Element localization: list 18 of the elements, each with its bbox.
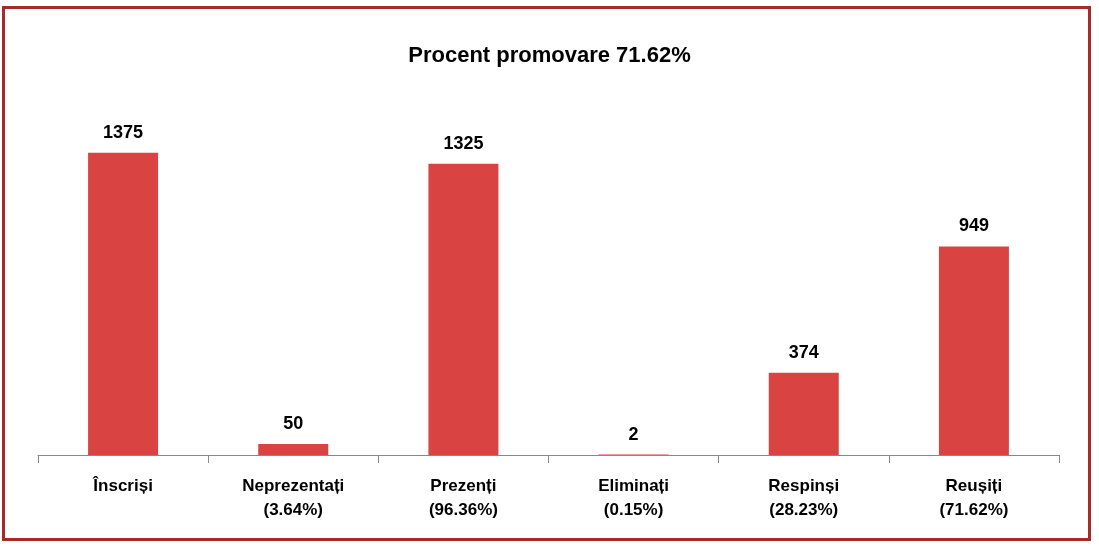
bar (258, 444, 329, 455)
x-tick-label: Respinși (28.23%) (768, 475, 840, 519)
x-tick-label: Neprezentați (3.64%) (242, 475, 345, 519)
bar (768, 372, 839, 455)
data-label: 949 (958, 215, 989, 236)
x-tick-label: Eliminați (0.15%) (598, 475, 670, 519)
bar (88, 152, 159, 455)
data-label: 50 (283, 413, 304, 434)
data-label: 2 (628, 423, 639, 444)
chart-title: Procent promovare 71.62% (408, 41, 691, 67)
x-tick-label: Reușiți (71.62%) (939, 475, 1009, 519)
data-label: 1375 (103, 121, 144, 142)
x-tick-label: Prezenți (96.36%) (428, 475, 498, 519)
bar (428, 163, 499, 455)
data-label: 1325 (443, 132, 484, 153)
bar (938, 246, 1009, 455)
x-tick-label: Înscriși (92, 475, 153, 495)
data-label: 374 (788, 341, 819, 362)
